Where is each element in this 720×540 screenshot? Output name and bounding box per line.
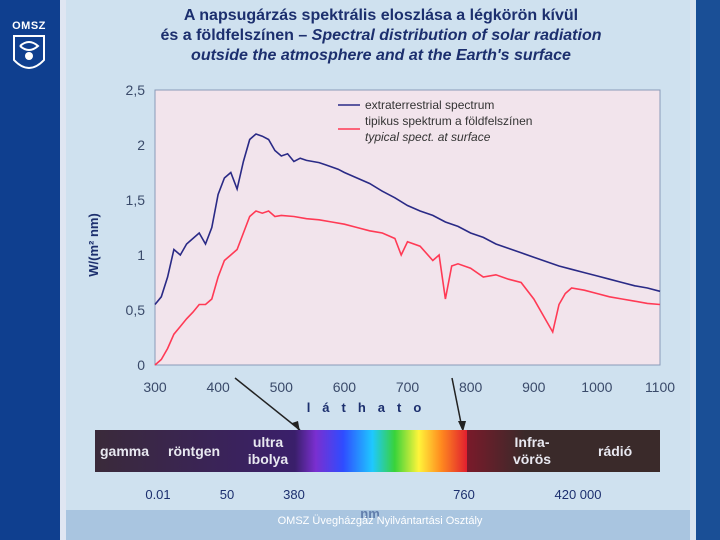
logo-emblem-icon bbox=[13, 35, 45, 69]
x-tick-label: 1100 bbox=[645, 379, 675, 395]
y-tick-label: 1,5 bbox=[126, 192, 146, 208]
x-tick-label: 500 bbox=[270, 379, 294, 395]
x-axis: 300 400 500 600 700 800 900 1000 1100 bbox=[143, 379, 675, 395]
surface-spectrum-line bbox=[154, 210, 661, 366]
y-tick-label: 2 bbox=[137, 137, 145, 153]
arrow-right bbox=[451, 377, 463, 429]
band-visible bbox=[295, 430, 467, 472]
band-label-ir-2: vörös bbox=[513, 451, 551, 467]
chart-title: A napsugárzás spektrális eloszlása a lég… bbox=[76, 6, 686, 66]
arrow-right-head bbox=[458, 421, 466, 432]
x-tick-label: 600 bbox=[333, 379, 357, 395]
x-tick-label: 800 bbox=[459, 379, 483, 395]
visible-label: láthato bbox=[307, 400, 434, 415]
x-tick-label: 1000 bbox=[581, 379, 612, 395]
extraterrestrial-spectrum-line bbox=[154, 133, 661, 306]
x-tick-label: 700 bbox=[396, 379, 420, 395]
right-stripe-light bbox=[690, 0, 696, 540]
scale-value-1: 50 bbox=[220, 487, 234, 502]
legend: extraterrestrial spectrum tipikus spektr… bbox=[338, 98, 532, 144]
x-tick-label: 900 bbox=[522, 379, 546, 395]
band-label-ir-1: Infra- bbox=[515, 434, 550, 450]
x-tick-label: 400 bbox=[206, 379, 230, 395]
sidebar-stripe bbox=[60, 0, 66, 540]
x-tick-label: 300 bbox=[143, 379, 167, 395]
sidebar bbox=[0, 0, 60, 540]
band-label-xray: röntgen bbox=[168, 443, 220, 459]
y-tick-label: 1 bbox=[137, 247, 145, 263]
arrow-left-head bbox=[292, 421, 300, 432]
band-label-uv-2: ibolya bbox=[248, 451, 289, 467]
title-line-2-hu: és a földfelszínen – bbox=[160, 27, 312, 44]
title-line-2-en: Spectral distribution of solar radiation bbox=[311, 27, 602, 44]
title-line-3: outside the atmosphere and at the Earth'… bbox=[191, 47, 571, 64]
y-tick-label: 2,5 bbox=[126, 82, 146, 98]
band-ir-dark bbox=[467, 430, 660, 472]
band-label-radio: rádió bbox=[598, 443, 632, 459]
plot-area bbox=[154, 89, 661, 366]
legend-extraterrestrial: extraterrestrial spectrum bbox=[365, 98, 494, 112]
arrow-left bbox=[234, 377, 301, 431]
title-line-1: A napsugárzás spektrális eloszlása a lég… bbox=[183, 7, 579, 24]
scale-value-0: 0.01 bbox=[145, 487, 170, 502]
logo-text: OMSZ bbox=[12, 20, 46, 32]
y-axis: 0 0,5 1 1,5 2 2,5 bbox=[126, 82, 146, 373]
scale-value-4: 420 000 bbox=[555, 487, 602, 502]
band-uv-dark bbox=[95, 430, 295, 472]
footer-text: OMSZ Üvegházgáz Nyilvántartási Osztály bbox=[277, 515, 483, 527]
footer-bar bbox=[66, 510, 690, 540]
band-label-uv-1: ultra bbox=[253, 434, 284, 450]
legend-surface-en: typical spect. at surface bbox=[365, 130, 491, 144]
y-tick-label: 0 bbox=[137, 357, 145, 373]
scale-value-2: 380 bbox=[283, 487, 305, 502]
band-label-gamma: gamma bbox=[100, 443, 149, 459]
y-tick-label: 0,5 bbox=[126, 302, 146, 318]
omsz-logo: OMSZ bbox=[6, 16, 52, 80]
y-axis-label: W/(m² nm) bbox=[86, 213, 101, 277]
scale-value-3: 760 bbox=[453, 487, 475, 502]
legend-surface-hu: tipikus spektrum a földfelszínen bbox=[365, 114, 532, 128]
